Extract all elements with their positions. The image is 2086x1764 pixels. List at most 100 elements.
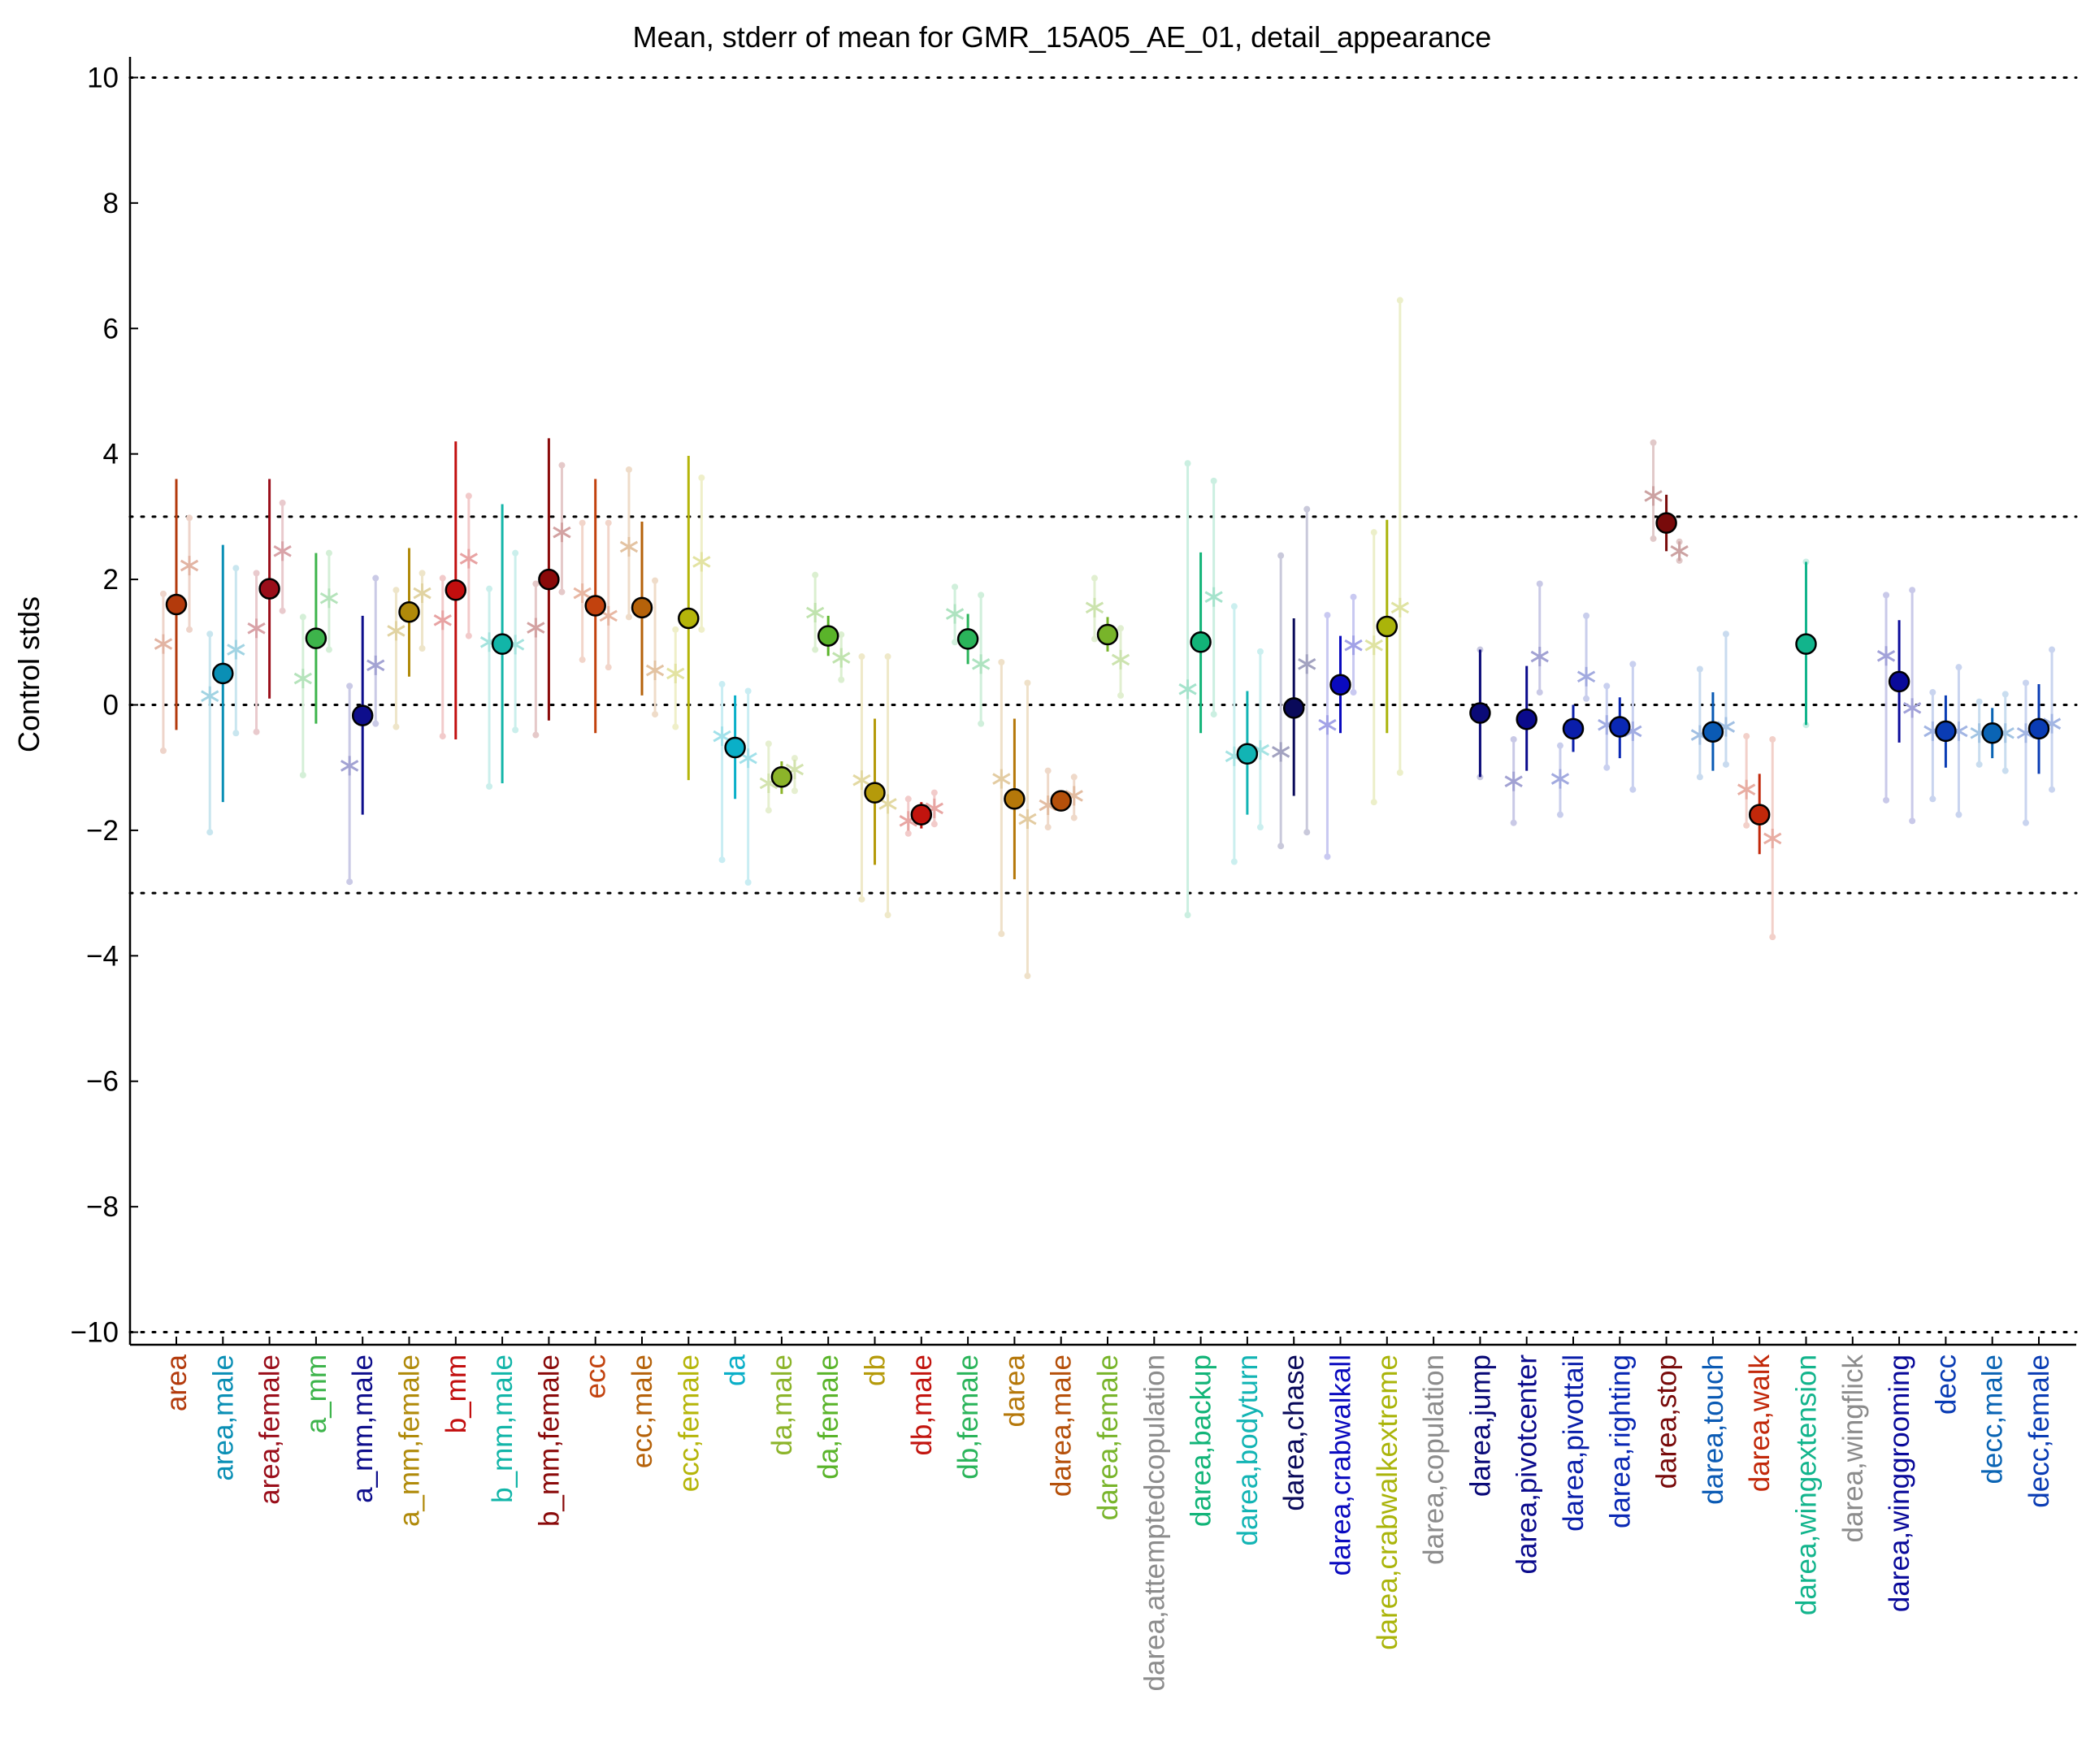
experiment-dot [2022,679,2029,687]
mean-marker [864,782,886,804]
x-tick-label: a_mm,male [347,1354,379,1503]
experiment-dot [1629,661,1637,668]
experiment-dot [1370,799,1377,806]
experiment-dot [952,583,959,591]
asterisk-stroke [992,773,1011,785]
set-mean-asterisk [273,541,292,561]
asterisk-stroke [1085,601,1104,614]
experiment-dot [439,574,446,582]
category-group [1364,297,1409,806]
mean-marker [1282,697,1305,719]
x-tick-label: da,female [813,1354,844,1480]
mean-marker [584,595,606,617]
x-tick-label: b_mm [440,1354,472,1433]
experiment-dot [419,645,426,652]
experiment-dot [253,570,260,577]
set-mean-asterisk [1644,486,1663,506]
category-group [479,504,525,790]
asterisk-stroke [806,606,825,619]
experiment-dot [1650,439,1657,446]
mean-marker [1096,623,1119,646]
category-group [201,544,245,836]
set-mean-asterisk [1576,666,1596,687]
experiment-dot [1210,711,1217,718]
category-group [1225,603,1270,865]
set-mean-asterisk [878,794,897,814]
experiment-dot [1743,733,1750,740]
experiment-dot [465,492,472,500]
y-tick-label: −8 [86,1191,119,1223]
experiment-dot [930,821,938,828]
experiment-dot [858,895,865,903]
mean-marker [2027,717,2050,740]
category-group [899,789,943,837]
experiment-dot [253,728,260,735]
set-mean-asterisk [201,686,219,706]
set-mean-asterisk [340,756,359,776]
set-mean-asterisk [852,770,871,791]
x-tick-label: darea,winggrooming [1884,1354,1915,1612]
experiment-dot [672,723,679,730]
asterisk-stroke [433,613,452,626]
x-tick-label: darea,walk [1744,1354,1776,1493]
x-tick-label: decc,male [1977,1354,2009,1484]
x-tick-label: db,female [952,1354,984,1480]
asterisk-stroke [180,559,199,572]
experiment-dot [392,587,400,594]
asterisk-stroke [459,553,478,565]
y-tick-label: 8 [103,188,119,219]
mean-marker [1329,674,1351,696]
experiment-dot [1024,973,1031,980]
experiment-dot [1277,843,1285,850]
experiment-dot [884,912,891,919]
set-mean-asterisk [1763,828,1782,848]
experiment-dot [1370,529,1377,536]
experiment-dot [605,519,612,527]
experiment-dot [486,782,493,790]
experiment-dot [299,613,306,621]
experiment-dot [978,592,985,599]
experiment-dot [512,549,519,557]
reference-lines [128,76,2078,1334]
category-group [1737,733,1782,941]
experiment-dot [1070,774,1078,781]
x-tick-label: darea [999,1354,1030,1427]
experiment-dot [698,626,705,633]
plot-area [154,297,2062,980]
experiment-dot [812,646,819,653]
experiment-dot [2001,767,2009,774]
set-mean-asterisk [527,618,545,638]
experiment-dot [232,730,240,737]
mean-marker [1469,702,1491,724]
experiment-dot [206,829,214,836]
category-group [387,548,432,730]
experiment-dot [838,676,845,683]
set-mean-asterisk [1272,742,1290,762]
x-tick-label: ecc [580,1354,612,1398]
asterisk-stroke [1876,649,1896,662]
mean-marker [538,568,560,591]
x-tick-label: a_mm [301,1354,332,1433]
experiment-dot [186,626,193,633]
x-tick-label: a_mm,female [394,1354,426,1527]
asterisk-stroke [1390,601,1409,614]
experiment-dot [1024,679,1031,687]
category-group [433,441,478,740]
set-mean-asterisk [459,548,478,569]
set-mean-asterisk [1204,587,1223,607]
y-tick-label: 2 [103,564,119,596]
asterisk-stroke [293,672,312,685]
y-tick-label: −10 [71,1317,119,1349]
mean-marker [724,736,746,759]
mean-marker [631,596,653,619]
experiment-dot [186,514,193,522]
asterisk-stroke [972,658,991,670]
set-mean-asterisk [180,556,199,576]
asterisk-stroke [1364,639,1383,652]
experiment-dot [765,807,772,814]
asterisk-stroke [573,587,592,600]
asterisk-stroke [1670,545,1689,557]
category-group [527,438,571,739]
mean-marker [1655,512,1677,534]
mean-marker [1236,743,1259,765]
